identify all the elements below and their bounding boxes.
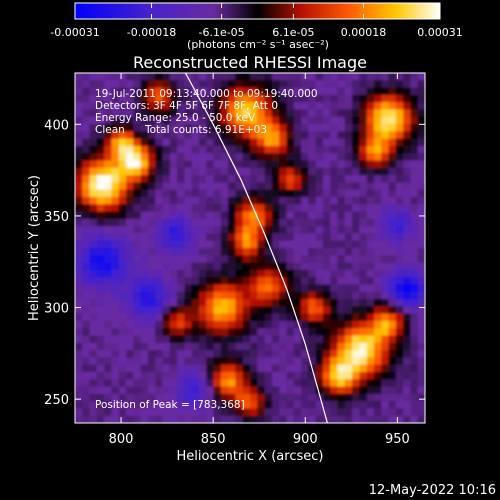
x-tick-label: 900 — [293, 432, 318, 447]
colorbar-tick-label: -0.00018 — [127, 26, 176, 39]
axis-ticks: 800 850 900 950 250 300 350 400 — [44, 73, 425, 447]
colorbar — [74, 2, 441, 20]
annotation-counts: Total counts: 6.91E+03 — [144, 124, 267, 136]
colorbar-tick-label: 0.00031 — [417, 26, 463, 39]
colorbar-tick-label: 0.00018 — [341, 26, 387, 39]
colorbar-unit-label: (photons cm⁻² s⁻¹ asec⁻²) — [187, 38, 329, 51]
annotations: 19-Jul-2011 09:13:40.000 to 09:19:40.000… — [95, 88, 318, 411]
annotation-time: 19-Jul-2011 09:13:40.000 to 09:19:40.000 — [95, 88, 318, 100]
x-axis-label: Heliocentric X (arcsec) — [177, 449, 324, 464]
heatmap-cells — [75, 73, 425, 423]
colorbar-tick-label: -6.1e-05 — [198, 26, 244, 39]
x-tick-label: 800 — [109, 432, 134, 447]
annotation-peak: Position of Peak = [783,368] — [95, 399, 245, 411]
y-axis-label: Heliocentric Y (arcsec) — [27, 175, 42, 321]
footer-date: 12-May-2022 10:16 — [369, 483, 496, 498]
plot-frame — [74, 72, 426, 424]
colorbar-tick-label: -0.00031 — [50, 26, 99, 39]
colorbar-tick-label: 6.1e-05 — [272, 26, 314, 39]
colorbar-ticks: -0.00031 -0.00018 -6.1e-05 6.1e-05 0.00018 0.… — [50, 3, 463, 39]
solar-limb-line — [184, 73, 328, 423]
plot-area — [74, 72, 426, 424]
annotation-detectors: Detectors: 3F 4F 5F 6F 7F 8F, Att 0 — [95, 100, 278, 112]
y-tick-label: 350 — [44, 210, 69, 225]
chart-title: Reconstructed RHESSI Image — [133, 53, 367, 72]
y-tick-label: 250 — [44, 393, 69, 408]
x-tick-label: 950 — [385, 432, 410, 447]
annotation-clean: Clean — [95, 124, 125, 136]
y-tick-label: 400 — [44, 118, 69, 133]
x-tick-label: 850 — [201, 432, 226, 447]
y-tick-label: 300 — [44, 302, 69, 317]
annotation-energy: Energy Range: 25.0 - 50.0 keV — [95, 112, 256, 124]
